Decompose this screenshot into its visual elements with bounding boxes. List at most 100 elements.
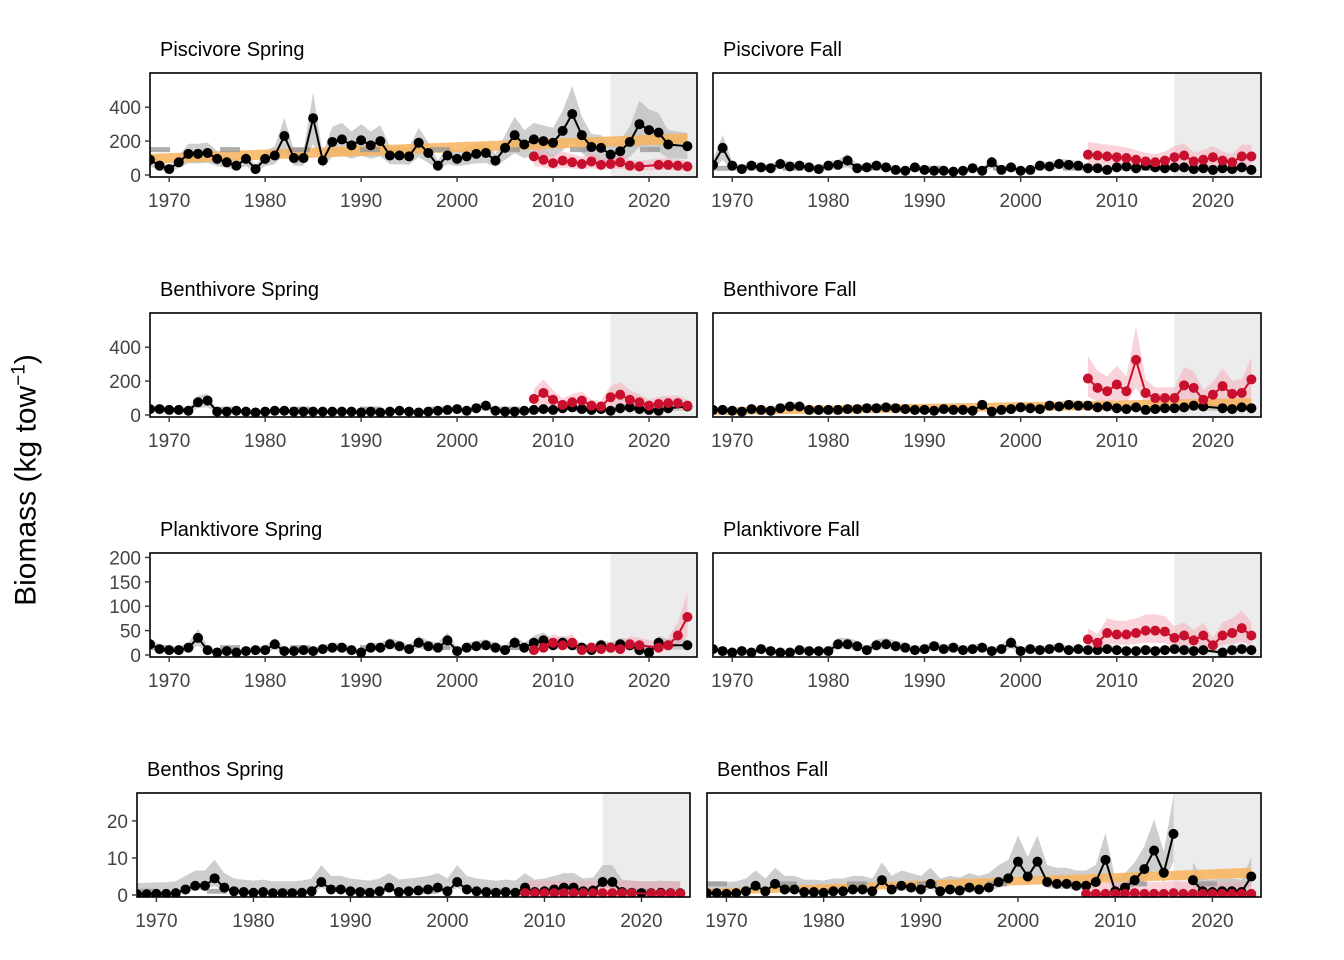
survey-point	[1015, 646, 1026, 657]
panel-piscivore-fall: Piscivore Fall 1970 1980 1990 2000 2010 2020	[711, 39, 1262, 212]
highlight-point	[615, 157, 626, 168]
panel-border	[136, 792, 691, 898]
survey-point	[1131, 163, 1142, 174]
highlight-point	[1168, 888, 1179, 897]
survey-point	[374, 886, 385, 897]
survey-point	[279, 131, 290, 142]
survey-point	[605, 149, 616, 160]
survey-point	[500, 645, 511, 656]
survey-point	[727, 405, 738, 416]
survey-point	[929, 641, 940, 652]
survey-point	[432, 405, 443, 416]
survey-point	[1111, 403, 1122, 414]
survey-point	[288, 646, 299, 657]
y-tick-label: 0	[130, 166, 141, 187]
x-tick-label: 1990	[903, 191, 945, 212]
survey-point	[1139, 864, 1150, 875]
survey-point	[876, 875, 887, 886]
survey-point	[717, 142, 728, 153]
x-tick-label: 1970	[711, 431, 753, 452]
survey-point	[881, 639, 892, 650]
survey-point	[731, 888, 742, 897]
highlight-point	[548, 637, 559, 648]
survey-point	[615, 146, 626, 157]
highlight-point	[1111, 152, 1122, 163]
survey-point	[452, 404, 463, 415]
highlight-point	[528, 393, 539, 404]
survey-point	[948, 166, 959, 177]
survey-point	[736, 646, 747, 657]
highlight-point	[1102, 628, 1113, 639]
survey-point	[804, 646, 815, 657]
survey-point	[828, 886, 839, 897]
survey-point	[1003, 873, 1014, 884]
survey-point	[423, 147, 434, 158]
survey-point	[151, 888, 162, 897]
x-tick-label: 2010	[1096, 431, 1138, 452]
survey-point	[519, 405, 530, 416]
highlight-point	[576, 395, 587, 406]
panel-plot-area	[707, 793, 1261, 897]
highlight-point	[1246, 888, 1257, 897]
x-tick-label: 2020	[1192, 431, 1234, 452]
survey-point	[871, 160, 882, 171]
highlight-point	[558, 888, 569, 897]
highlight-point	[653, 642, 664, 653]
survey-point	[624, 136, 635, 147]
highlight-point	[1227, 388, 1238, 399]
survey-point	[1006, 637, 1017, 648]
x-tick-label: 1990	[903, 431, 945, 452]
highlight-point	[586, 156, 597, 167]
survey-point	[1102, 644, 1113, 655]
survey-point	[269, 150, 280, 161]
survey-point	[1100, 854, 1111, 865]
survey-point	[986, 157, 997, 168]
survey-point	[452, 877, 463, 888]
survey-point	[867, 886, 878, 897]
survey-point	[306, 886, 317, 897]
highlight-point	[682, 161, 693, 172]
x-tick-label: 1980	[244, 671, 286, 692]
highlight-point	[1139, 888, 1150, 897]
survey-point	[954, 885, 965, 896]
survey-point	[202, 645, 213, 656]
survey-point	[356, 647, 367, 657]
survey-point	[393, 887, 404, 897]
survey-point	[1198, 163, 1209, 174]
survey-point	[413, 885, 424, 896]
survey-point	[1150, 404, 1161, 415]
highlight-point	[615, 389, 626, 400]
survey-point	[938, 165, 949, 176]
panel-plot-area	[150, 313, 697, 417]
survey-point	[794, 645, 805, 656]
survey-point	[384, 150, 395, 161]
survey-point	[1061, 878, 1072, 889]
x-tick-label: 1990	[329, 911, 371, 932]
survey-point	[756, 404, 767, 415]
survey-point	[596, 142, 607, 153]
highlight-point	[646, 888, 657, 897]
survey-point	[336, 642, 347, 653]
survey-point	[794, 160, 805, 171]
highlight-point	[1227, 157, 1238, 168]
survey-point	[413, 637, 424, 648]
survey-point	[250, 645, 261, 656]
x-tick-label: 1980	[244, 431, 286, 452]
highlight-point	[557, 155, 568, 166]
survey-point	[964, 882, 975, 893]
survey-point	[231, 405, 242, 416]
x-tick-label: 2000	[1000, 671, 1042, 692]
x-tick-label: 1980	[807, 671, 849, 692]
survey-point	[804, 162, 815, 173]
highlight-point	[1110, 888, 1121, 897]
x-tick-label: 2010	[532, 191, 574, 212]
survey-point	[1236, 162, 1247, 173]
survey-point	[1121, 161, 1132, 172]
y-axis-label-exponent: −1	[8, 364, 30, 386]
panel-benthos-spring: Benthos Spring 1970 1980 1990 2000 2010 2020 0 1…	[107, 759, 691, 932]
survey-point	[154, 644, 165, 655]
survey-point	[231, 160, 242, 171]
survey-point	[1140, 645, 1151, 656]
